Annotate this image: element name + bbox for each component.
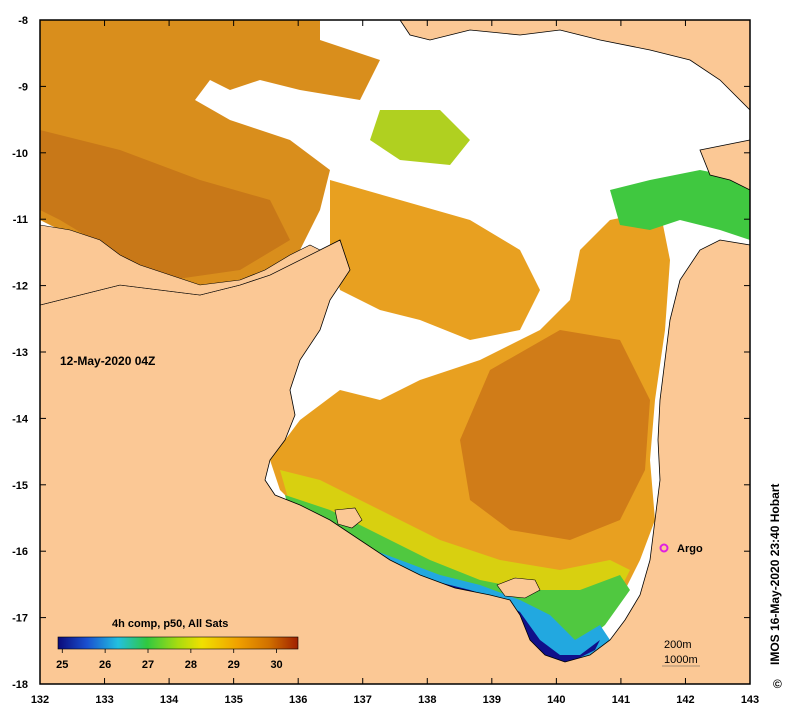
sst-gulf-green-band bbox=[285, 495, 630, 650]
lon-tick-label: 132 bbox=[31, 694, 49, 706]
sst-gulf-core bbox=[460, 330, 650, 540]
depth-label-200m: 200m bbox=[664, 639, 692, 651]
plot-area: Argo 12-May-2020 04Z 200m 1000m 4h comp,… bbox=[39, 19, 751, 685]
lat-tick-label: -16 bbox=[12, 546, 28, 558]
lat-tick-label: -17 bbox=[12, 613, 28, 625]
colorbar-tick-label: 29 bbox=[228, 659, 240, 671]
lon-tick-label: 136 bbox=[289, 694, 307, 706]
land-arnhem-coast bbox=[39, 224, 321, 306]
land-australia bbox=[39, 239, 751, 685]
legend-title: 4h comp, p50, All Sats bbox=[112, 618, 228, 630]
depth-label-1000m: 1000m bbox=[664, 654, 698, 666]
argo-marker[interactable] bbox=[659, 543, 669, 553]
lon-tick-label: 139 bbox=[483, 694, 501, 706]
groote-island bbox=[334, 507, 363, 529]
colorbar-legend: 4h comp, p50, All Sats 25 26 27 28 29 30 bbox=[56, 618, 299, 671]
lon-tick-label: 140 bbox=[547, 694, 565, 706]
date-label: 12-May-2020 04Z bbox=[60, 354, 155, 368]
lon-tick-label: 135 bbox=[224, 694, 242, 706]
lat-tick-label: -10 bbox=[12, 148, 28, 160]
lat-tick-label: -9 bbox=[18, 81, 28, 93]
colorbar-tick-label: 26 bbox=[99, 659, 111, 671]
lat-tick-label: -18 bbox=[12, 679, 28, 691]
colorbar-tick-label: 30 bbox=[270, 659, 282, 671]
lon-tick-label: 141 bbox=[612, 694, 630, 706]
lon-tick-label: 143 bbox=[741, 694, 759, 706]
lat-tick-label: -12 bbox=[12, 281, 28, 293]
mornington-island bbox=[496, 577, 541, 599]
latitude-axis: -8 -9 -10 -11 -12 -13 -14 -15 -16 -17 -18 bbox=[12, 15, 750, 691]
sst-central-patches bbox=[330, 180, 540, 340]
longitude-axis: 132 133 134 135 136 137 138 139 140 141 142 143 bbox=[31, 20, 759, 706]
sst-ne-green bbox=[610, 170, 750, 240]
lat-tick-label: -11 bbox=[13, 214, 28, 226]
lat-tick-label: -15 bbox=[12, 480, 28, 492]
lon-tick-label: 133 bbox=[95, 694, 113, 706]
sst-green-north bbox=[370, 110, 470, 165]
land-ne-cape bbox=[699, 139, 751, 191]
colorbar bbox=[57, 636, 299, 650]
colorbar-tick-label: 27 bbox=[142, 659, 154, 671]
colorbar-tick-label: 25 bbox=[56, 659, 68, 671]
lon-tick-label: 138 bbox=[418, 694, 436, 706]
lon-tick-label: 134 bbox=[160, 694, 179, 706]
lon-tick-label: 142 bbox=[676, 694, 694, 706]
lon-tick-label: 137 bbox=[354, 694, 372, 706]
lat-tick-label: -14 bbox=[12, 413, 29, 425]
copyright-icon: © bbox=[773, 677, 782, 691]
credit-text: IMOS 16-May-2020 23:40 Hobart bbox=[768, 484, 782, 665]
argo-label: Argo bbox=[677, 543, 703, 555]
lat-tick-label: -8 bbox=[18, 15, 28, 27]
colorbar-tick-label: 28 bbox=[185, 659, 197, 671]
lat-tick-label: -13 bbox=[12, 347, 28, 359]
